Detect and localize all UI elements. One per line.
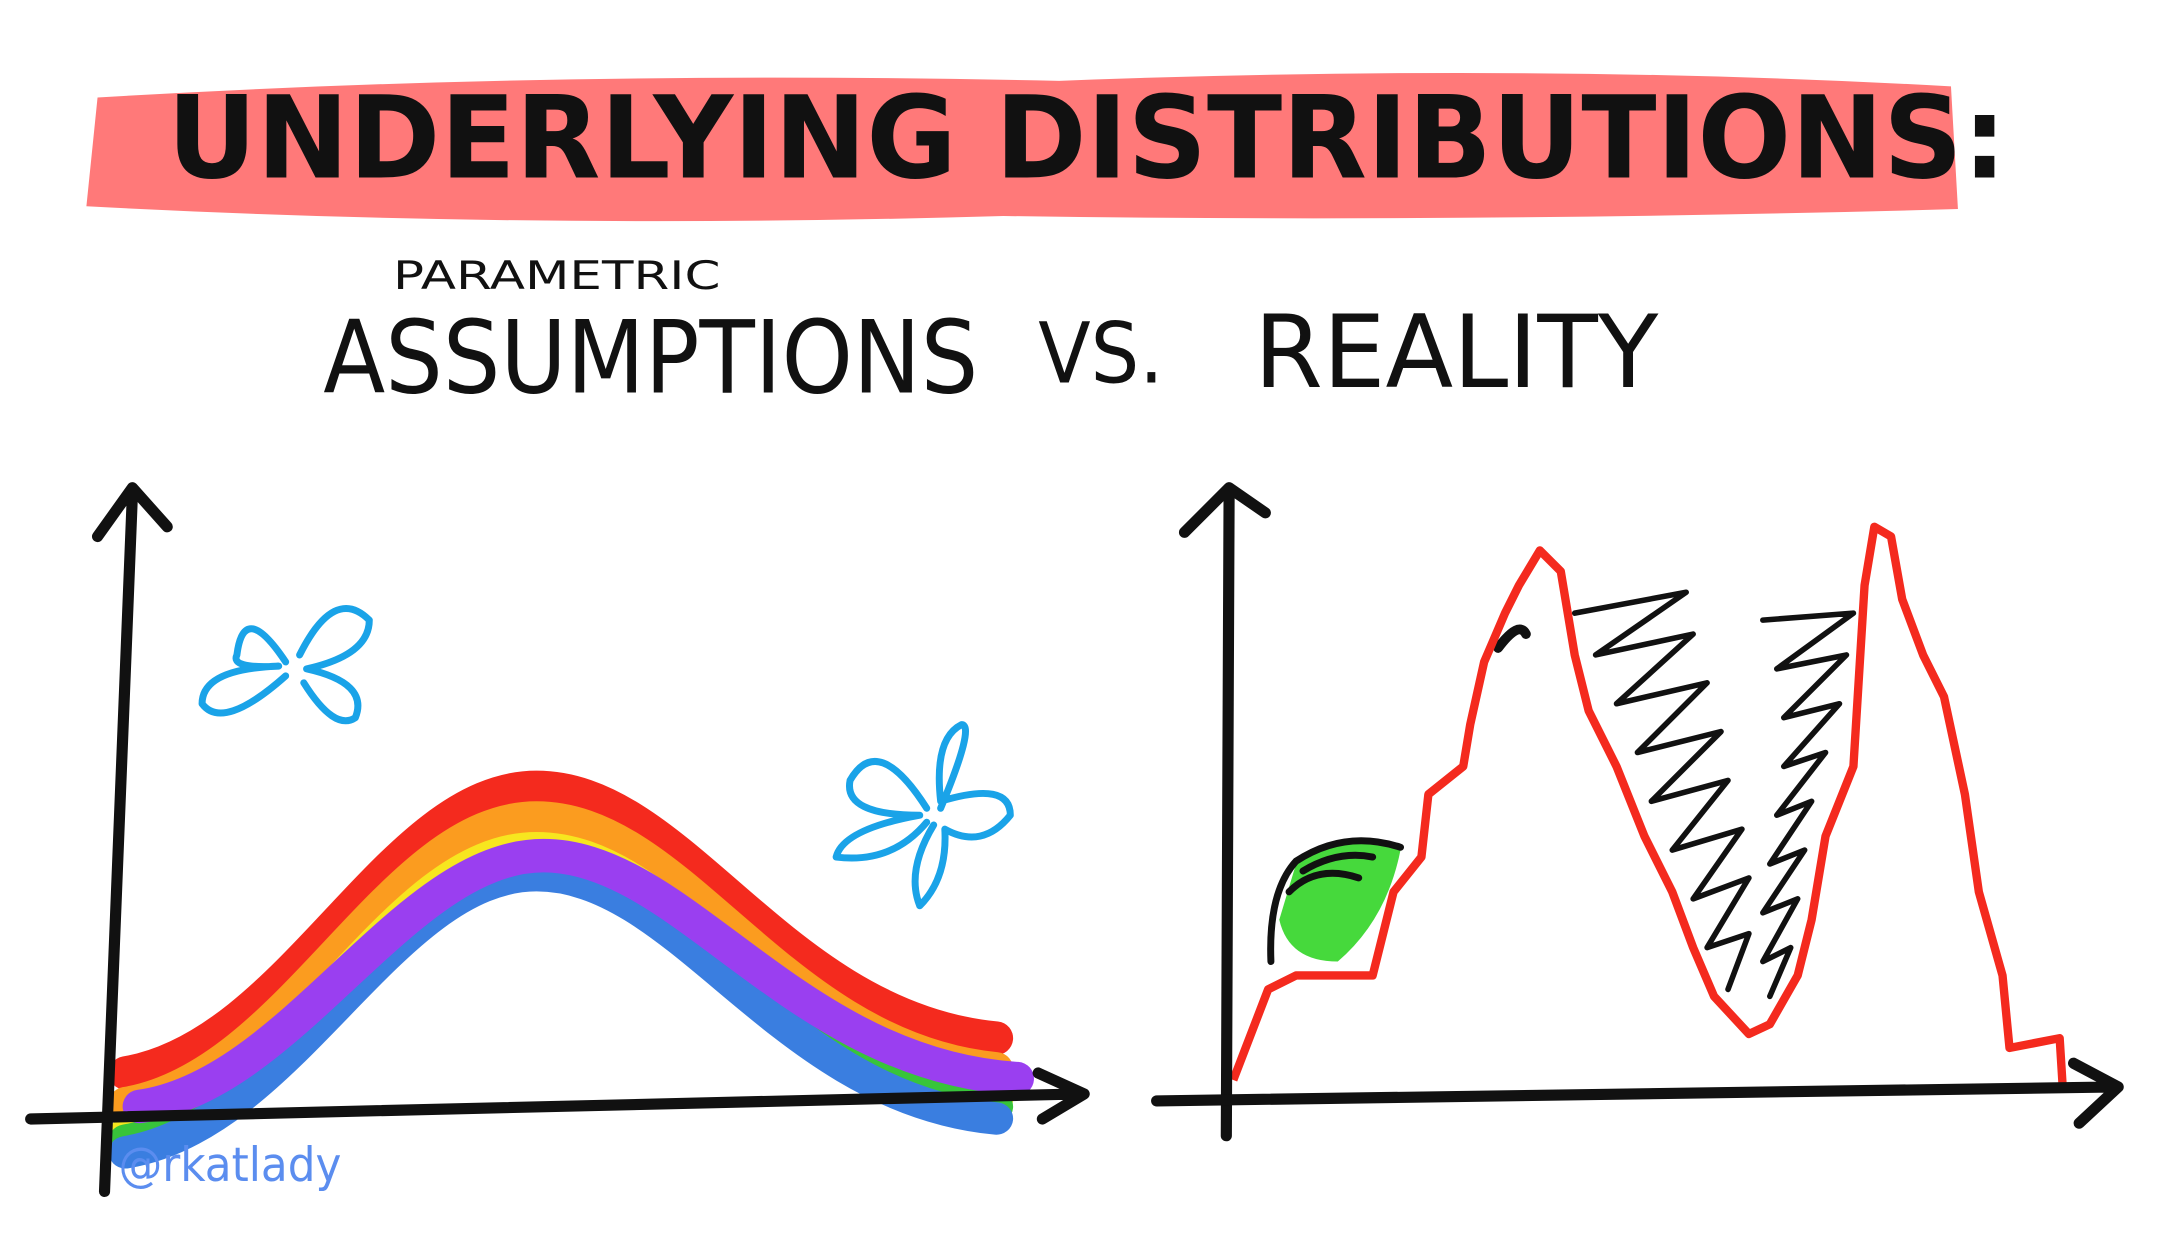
signature: @rkatlady [118,1138,341,1193]
left-y-axis [91,482,173,1198]
reality-label: REALITY [1254,294,1659,411]
eye [1279,842,1401,962]
butterfly [832,721,1014,910]
right-y-axis [1178,482,1271,1142]
rainbow [108,770,1035,1169]
annotation: PARAMETRIC [393,254,720,299]
butterfly [198,605,373,725]
eye-mark [1493,624,1531,653]
scribble [1571,589,1752,993]
reality-curve [1229,522,2067,1084]
eye-outline [1267,837,1404,966]
assumptions-label: ASSUMPTIONS [323,299,978,416]
scribble [1760,610,1857,1000]
right-x-axis [1151,1057,2124,1129]
title-highlight [86,72,1958,222]
title: UNDERLYING DISTRIBUTIONS: [167,72,2006,205]
versus-label: VS. [1038,304,1163,402]
left-x-axis [25,1067,1090,1125]
